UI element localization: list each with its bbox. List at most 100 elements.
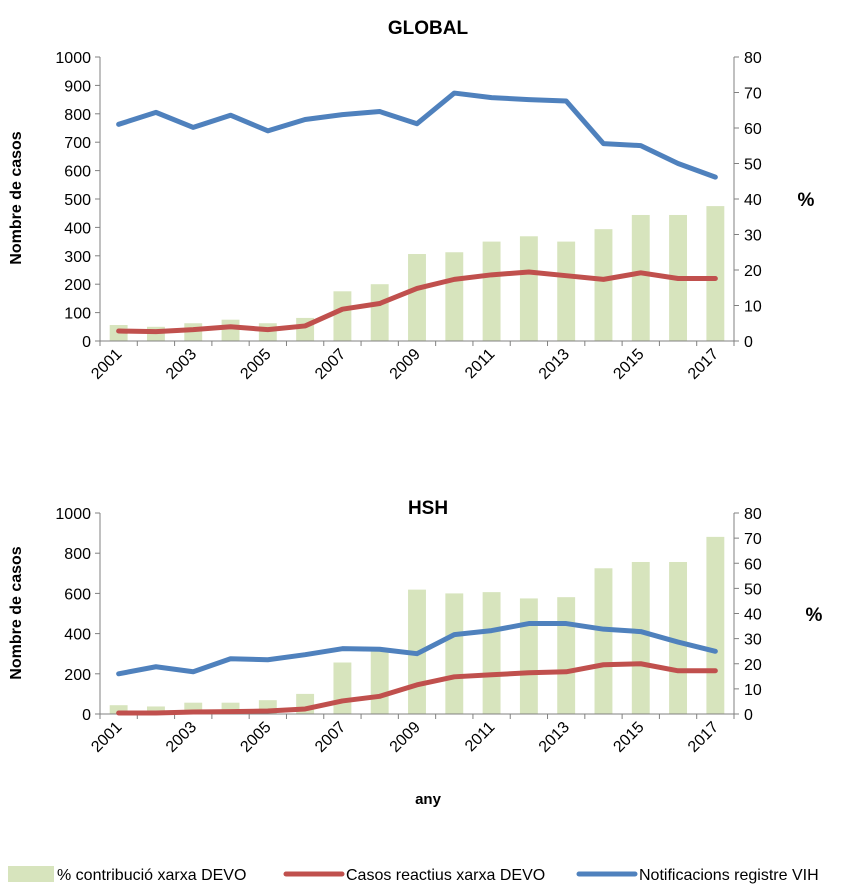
y-tick-label: 600 <box>64 164 91 181</box>
bar-contribucio-2001 <box>109 705 128 714</box>
x-tick-label: 2005 <box>237 346 274 383</box>
bar-contribucio-2004 <box>221 319 240 341</box>
y2-tick-label: 40 <box>744 607 762 624</box>
y-tick-label: 800 <box>64 107 91 124</box>
y-tick-label: 100 <box>64 306 91 323</box>
bar-contribucio-2015 <box>631 214 650 341</box>
y2-tick-label: 10 <box>744 682 762 699</box>
x-tick-label: 2009 <box>387 346 424 383</box>
bar-contribucio-2014 <box>594 229 613 341</box>
x-tick-label: 2001 <box>88 346 125 383</box>
legend: % contribució xarxa DEVO Casos reactius … <box>8 866 819 884</box>
bar-contribucio-2003 <box>184 702 203 714</box>
y2-tick-label: 30 <box>744 632 762 649</box>
y-axis-label: Nombre de casos <box>8 546 25 679</box>
y2-axis-label: % <box>798 190 815 211</box>
y-tick-label: 300 <box>64 249 91 266</box>
y2-axis-label: % <box>806 605 823 626</box>
x-tick-label: 2011 <box>462 719 498 755</box>
x-tick-label: 2007 <box>312 719 349 756</box>
x-tick-label: 2015 <box>610 346 647 383</box>
bar-contribucio-2012 <box>519 598 538 714</box>
legend-label-notificacions: Notificacions registre VIH <box>639 867 819 884</box>
bar-series <box>109 206 725 341</box>
bar-contribucio-2011 <box>482 592 501 714</box>
y2-tick-label: 50 <box>744 157 762 174</box>
bar-contribucio-2010 <box>445 593 464 714</box>
y2-tick-label: 20 <box>744 657 762 674</box>
line-series <box>116 621 718 716</box>
y2-tick-label: 60 <box>744 121 762 138</box>
y2-tick-label: 30 <box>744 228 762 245</box>
bar-contribucio-2016 <box>669 561 688 714</box>
y2-tick-label: 20 <box>744 263 762 280</box>
bar-contribucio-2017 <box>706 206 725 341</box>
y2-tick-label: 0 <box>744 707 753 724</box>
line-series <box>116 90 718 335</box>
bar-contribucio-2009 <box>408 254 426 341</box>
y2-tick-label: 50 <box>744 581 762 598</box>
x-axis-label: any <box>415 791 442 808</box>
bar-contribucio-2008 <box>370 284 389 341</box>
y-tick-label: 600 <box>64 586 91 603</box>
bar-contribucio-2007 <box>333 662 352 714</box>
legend-label-reactius: Casos reactius xarxa DEVO <box>346 867 545 884</box>
x-tick-label: 2017 <box>685 719 722 756</box>
line-notificacions <box>116 621 718 677</box>
y2-tick-label: 0 <box>744 334 753 351</box>
x-tick-label: 2013 <box>536 346 573 383</box>
y-tick-label: 400 <box>64 220 91 237</box>
bar-contribucio-2013 <box>557 241 576 341</box>
y2-tick-label: 10 <box>744 299 762 316</box>
y-tick-label: 200 <box>64 277 91 294</box>
y-tick-label: 800 <box>64 546 91 563</box>
bar-contribucio-2010 <box>445 252 464 341</box>
bar-contribucio-2017 <box>706 536 725 714</box>
y-tick-label: 200 <box>64 667 91 684</box>
bar-contribucio-2014 <box>594 568 613 714</box>
x-tick-label: 2013 <box>536 719 573 756</box>
bar-contribucio-2012 <box>519 236 538 341</box>
x-tick-label: 2011 <box>462 346 498 382</box>
x-tick-label: 2017 <box>685 346 722 383</box>
line-casos-reactius <box>116 269 718 335</box>
bar-contribucio-2004 <box>221 702 240 714</box>
chart-title: HSH <box>408 498 448 519</box>
x-tick-label: 2015 <box>610 719 647 756</box>
line-casos-reactius <box>116 661 718 716</box>
line-notificacions <box>116 90 718 180</box>
bar-contribucio-2011 <box>482 241 501 341</box>
chart-global: GLOBAL 0 100 200 300 400 500 600 700 800 900 1000 0… <box>8 18 815 383</box>
x-tick-label: 2009 <box>387 719 424 756</box>
bar-contribucio-2002 <box>146 706 165 714</box>
x-tick-label: 2003 <box>163 719 200 756</box>
y2-tick-label: 80 <box>744 50 762 67</box>
y-tick-label: 700 <box>64 135 91 152</box>
y-tick-label: 900 <box>64 78 91 95</box>
y-tick-label: 1000 <box>55 50 91 67</box>
x-tick-label: 2007 <box>312 346 349 383</box>
y2-tick-label: 70 <box>744 531 762 548</box>
y-tick-label: 500 <box>64 192 91 209</box>
y2-tick-label: 40 <box>744 192 762 209</box>
y2-tick-label: 60 <box>744 556 762 573</box>
bar-contribucio-2013 <box>557 597 576 714</box>
y2-tick-label: 70 <box>744 86 762 103</box>
legend-label-contribucio: % contribució xarxa DEVO <box>57 867 246 884</box>
bar-contribucio-2015 <box>631 561 650 714</box>
legend-swatch-contribucio <box>8 866 54 882</box>
y-tick-label: 0 <box>82 334 91 351</box>
chart-title: GLOBAL <box>388 18 469 39</box>
x-tick-label: 2003 <box>163 346 200 383</box>
y-tick-label: 0 <box>82 707 91 724</box>
bar-contribucio-2008 <box>370 651 389 714</box>
chart-hsh: HSH 0 200 400 600 800 1000 0 10 20 30 40 50 60 70 80 20… <box>8 498 823 808</box>
y-tick-label: 1000 <box>55 506 91 523</box>
y2-tick-label: 80 <box>744 506 762 523</box>
x-tick-label: 2001 <box>88 719 125 756</box>
bar-contribucio-2007 <box>333 291 352 341</box>
y-axis-label: Nombre de casos <box>8 131 25 264</box>
x-tick-label: 2005 <box>237 719 274 756</box>
y-tick-label: 400 <box>64 627 91 644</box>
